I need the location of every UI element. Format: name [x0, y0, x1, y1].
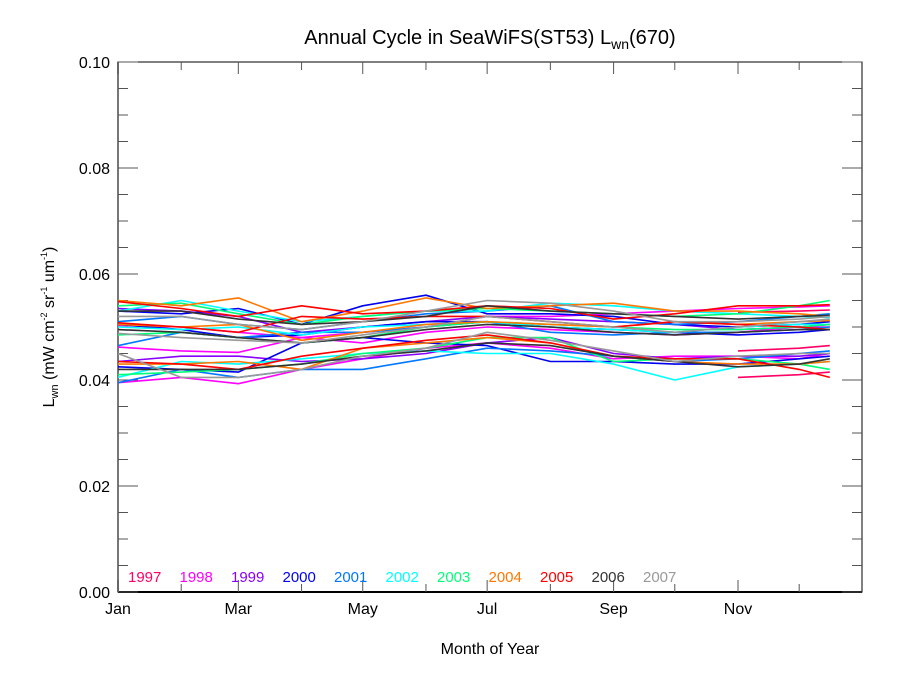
series-layer	[117, 294, 831, 385]
chart-title: Annual Cycle in SeaWiFS(ST53) Lwn(670)	[304, 27, 675, 52]
y-axis-label: Lwn (mW cm-2 sr-1 um-1)	[39, 247, 61, 408]
x-axis-label: Month of Year	[441, 641, 540, 658]
legend-item-2003: 2003	[437, 569, 470, 586]
legend-item-2000: 2000	[283, 569, 316, 586]
legend-item-2004: 2004	[489, 569, 522, 586]
y-tick-label: 0.00	[79, 585, 110, 602]
x-tick-label: Mar	[225, 601, 253, 618]
legend-item-1998: 1998	[180, 569, 213, 586]
y-tick-label: 0.10	[79, 55, 110, 72]
x-tick-label: Sep	[599, 601, 628, 618]
legend-item-2002: 2002	[386, 569, 419, 586]
series-line-2006	[118, 342, 830, 371]
chart-title-suffix: (670)	[629, 27, 676, 49]
series-line-2004	[117, 297, 830, 323]
series-line-2007	[117, 315, 830, 344]
series-line-1997	[737, 344, 830, 352]
y-tick-labels: 0.00 0.02 0.04 0.06 0.08 0.10	[79, 55, 110, 602]
series-line-2000	[117, 336, 830, 373]
series-line-2006	[118, 305, 830, 326]
x-tick-label: Jan	[105, 601, 131, 618]
legend-item-2001: 2001	[334, 569, 367, 586]
y-tick-label: 0.02	[79, 479, 110, 496]
series-line-2006	[117, 323, 830, 344]
chart-title-sub: wn	[610, 36, 629, 52]
x-tick-labels: Jan Mar May Jul Sep Nov	[105, 601, 752, 618]
y-tick-label: 0.08	[79, 161, 110, 178]
legend-item-2006: 2006	[592, 569, 625, 586]
chart-title-main: Annual Cycle in SeaWiFS(ST53) L	[304, 27, 611, 49]
legend-item-2007: 2007	[643, 569, 676, 586]
legend-item-1997: 1997	[128, 569, 161, 586]
x-tick-label: Jul	[477, 601, 497, 618]
legend: 1997 1998 1999 2000 2001 2002 2003 2004 2005 2006…	[128, 569, 676, 586]
x-tick-label: May	[348, 601, 378, 618]
series-line-2007	[118, 299, 830, 331]
legend-item-2005: 2005	[540, 569, 573, 586]
axis-ticks	[117, 61, 862, 593]
y-tick-label: 0.04	[79, 373, 110, 390]
x-tick-label: Nov	[724, 601, 752, 618]
series-line-1997	[737, 371, 830, 379]
series-line-2004	[118, 336, 830, 371]
series-line-2007	[117, 331, 830, 379]
y-tick-label: 0.06	[79, 267, 110, 284]
legend-item-1999: 1999	[231, 569, 264, 586]
